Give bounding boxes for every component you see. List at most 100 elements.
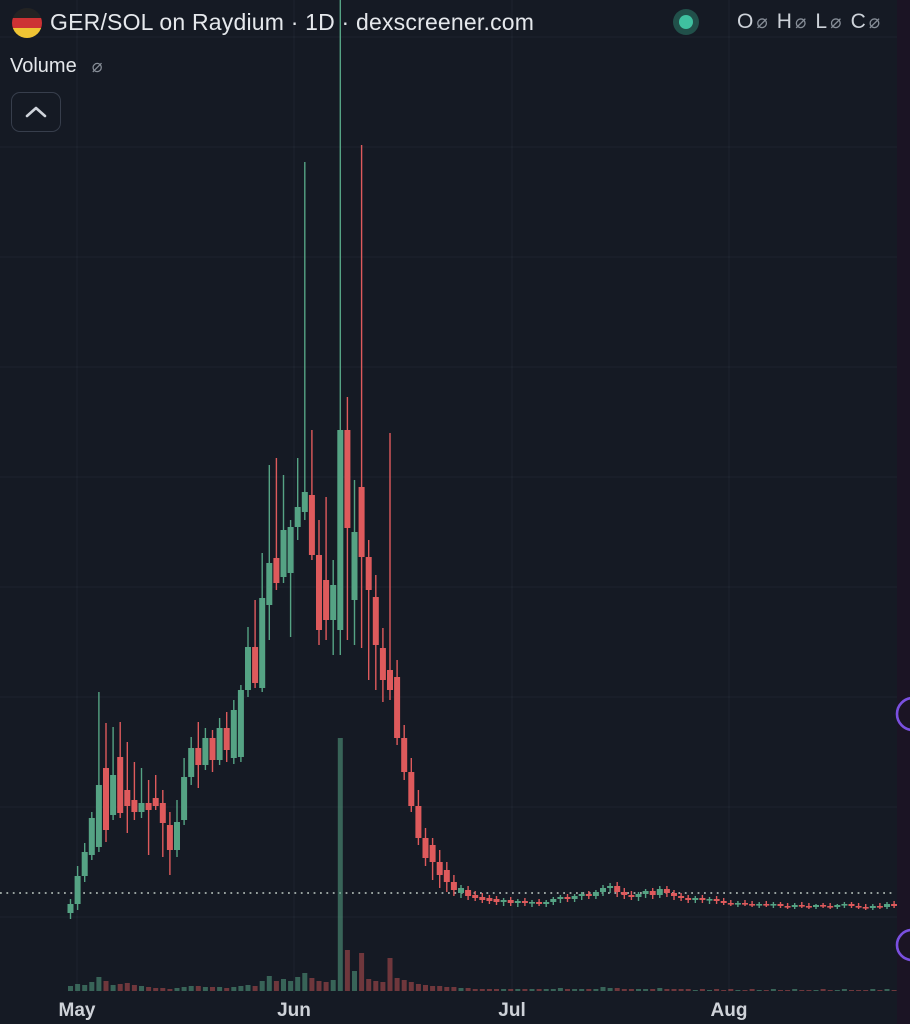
- candle-body: [713, 899, 720, 901]
- volume-bar: [529, 989, 535, 991]
- candle-body: [188, 748, 195, 777]
- candle-body: [74, 876, 81, 904]
- ohlc-key-o: O: [737, 10, 754, 33]
- volume-bar: [671, 989, 677, 991]
- volume-bar: [572, 989, 578, 991]
- volume-bar: [387, 958, 393, 991]
- candle-body: [685, 898, 692, 900]
- volume-bar: [401, 980, 407, 991]
- candle-body: [252, 647, 259, 683]
- ohlc-readout: O ⌀ H ⌀ L ⌀ C ⌀: [737, 10, 889, 34]
- candle-body: [131, 800, 138, 812]
- volume-bar: [636, 989, 641, 991]
- candle-body: [557, 897, 564, 899]
- volume-bar: [68, 986, 73, 991]
- candle-body: [656, 889, 663, 895]
- edge-widget-button[interactable]: [895, 696, 910, 732]
- volume-bar: [103, 981, 109, 991]
- volume-bar: [295, 977, 301, 991]
- candle-body: [813, 905, 819, 907]
- collapse-legend-button[interactable]: [11, 92, 61, 132]
- volume-bar: [557, 988, 563, 991]
- volume-readout: Volume ⌀: [10, 55, 103, 78]
- ohlc-empty-value: ⌀: [756, 11, 768, 33]
- candle-body: [344, 430, 351, 528]
- candle-body: [174, 822, 180, 850]
- candle-body: [493, 899, 500, 902]
- candle-body: [749, 904, 756, 906]
- volume-bar: [678, 989, 684, 991]
- volume-bar: [82, 985, 88, 991]
- candle-body: [578, 894, 585, 896]
- candle-body: [124, 790, 131, 806]
- volume-bar: [501, 989, 507, 991]
- ohlc-empty-value: ⌀: [830, 11, 842, 33]
- candle-body: [294, 507, 301, 527]
- candle-body: [663, 889, 670, 893]
- volume-bar: [153, 988, 159, 991]
- volume-bar: [238, 986, 244, 991]
- volume-bar: [337, 738, 343, 991]
- candle-body: [827, 906, 834, 908]
- volume-bar: [600, 987, 606, 991]
- candle-body: [855, 906, 862, 908]
- candle-body: [734, 903, 741, 905]
- volume-bar: [650, 989, 656, 991]
- volume-bar: [124, 983, 130, 991]
- volume-bar: [628, 989, 634, 991]
- candle-body: [592, 892, 599, 896]
- volume-bar: [863, 990, 869, 991]
- volume-bar: [756, 990, 762, 991]
- candle-body: [564, 897, 571, 899]
- candle-body: [379, 648, 386, 680]
- ohlc-empty-value: ⌀: [794, 11, 807, 33]
- ohlc-key-l: L: [815, 10, 828, 33]
- axis-label-jun: Jun: [277, 1000, 311, 1021]
- volume-bar: [877, 990, 883, 991]
- volume-bar: [614, 988, 620, 991]
- volume-bar: [515, 989, 521, 991]
- volume-bar: [458, 988, 464, 991]
- candle-body: [372, 597, 379, 645]
- volume-bar: [430, 986, 436, 991]
- candle-body: [95, 785, 102, 847]
- teal-dot-icon: [673, 9, 699, 35]
- candle-body: [543, 902, 550, 904]
- volume-bar: [565, 989, 570, 991]
- candle-body: [145, 803, 152, 810]
- candle-body: [436, 862, 443, 875]
- candle-body: [876, 906, 883, 908]
- volume-bar: [167, 989, 173, 991]
- volume-bar: [465, 988, 471, 991]
- volume-bar: [217, 987, 223, 991]
- volume-bar: [408, 982, 414, 991]
- candle-body: [450, 882, 457, 890]
- volume-bar: [117, 984, 123, 991]
- candle-body: [727, 903, 734, 905]
- volume-bar: [273, 981, 279, 991]
- candle-body: [259, 598, 266, 688]
- candle-body: [351, 532, 358, 600]
- volume-bar: [423, 985, 428, 991]
- candle-body: [472, 895, 479, 898]
- volume-bar: [380, 982, 386, 991]
- candle-body: [791, 905, 798, 907]
- volume-bar: [195, 986, 201, 991]
- axis-label-aug: Aug: [710, 1000, 748, 1021]
- volume-label: Volume: [10, 55, 77, 77]
- candle-body: [756, 904, 763, 906]
- volume-bar: [366, 979, 372, 991]
- volume-bar: [714, 989, 720, 991]
- candle-body: [401, 738, 408, 772]
- candle-body: [869, 906, 876, 908]
- candle-body: [181, 777, 188, 820]
- volume-bar: [841, 989, 847, 991]
- volume-bar: [344, 950, 350, 991]
- volume-bar: [742, 990, 748, 991]
- volume-bar: [593, 989, 599, 991]
- candle-body: [458, 888, 464, 893]
- volume-bar: [785, 990, 791, 991]
- candle-body: [330, 585, 337, 620]
- edge-widget-button[interactable]: [895, 928, 910, 962]
